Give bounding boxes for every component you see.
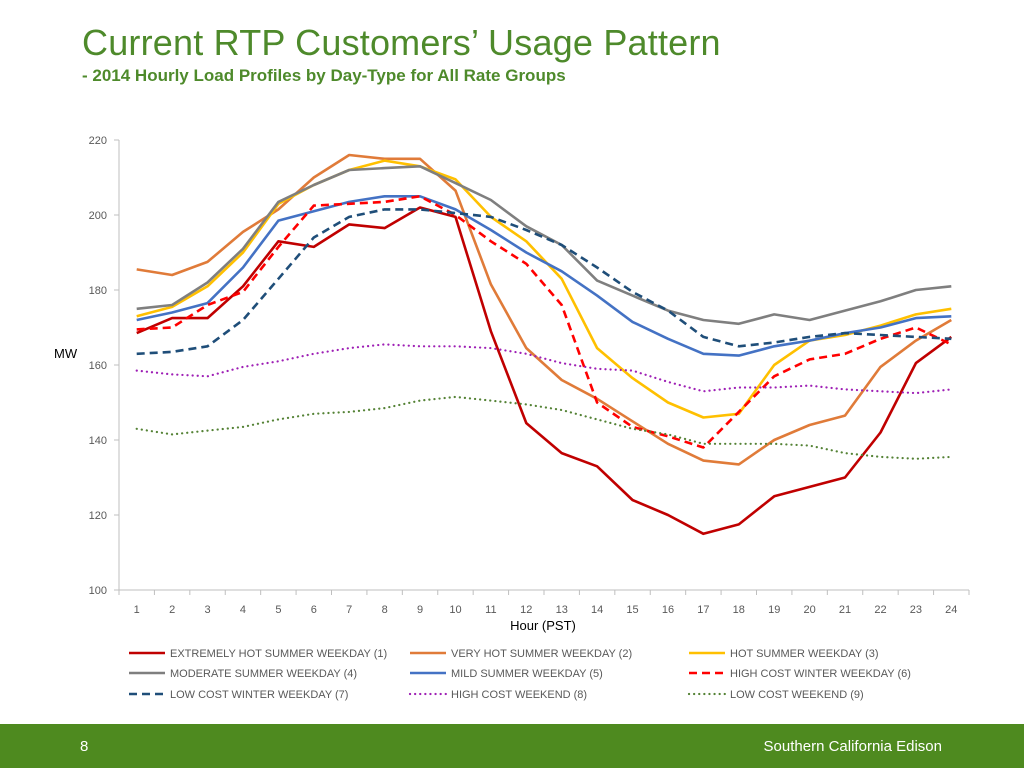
y-axis-title: MW bbox=[54, 346, 78, 361]
x-tick-label: 14 bbox=[591, 604, 603, 616]
x-tick-label: 4 bbox=[240, 604, 246, 616]
series-line-9 bbox=[135, 395, 953, 460]
x-tick-label: 15 bbox=[626, 604, 638, 616]
x-tick-label: 2 bbox=[169, 604, 175, 616]
page-number: 8 bbox=[80, 738, 89, 755]
y-tick-label: 200 bbox=[89, 210, 107, 222]
series-lines bbox=[135, 153, 953, 536]
slide-title: Current RTP Customers’ Usage Pattern bbox=[82, 22, 721, 63]
x-tick-label: 17 bbox=[697, 604, 709, 616]
legend-label: EXTREMELY HOT SUMMER WEEKDAY (1) bbox=[170, 648, 387, 660]
legend-label: MODERATE SUMMER WEEKDAY (4) bbox=[170, 668, 357, 680]
x-tick-label: 13 bbox=[556, 604, 568, 616]
series-line-8 bbox=[135, 343, 953, 395]
x-tick-label: 3 bbox=[204, 604, 210, 616]
footer-organization: Southern California Edison bbox=[763, 738, 942, 755]
legend-label: VERY HOT SUMMER WEEKDAY (2) bbox=[451, 648, 632, 660]
series-line-3 bbox=[136, 159, 952, 419]
legend-label: LOW COST WEEKEND (9) bbox=[730, 689, 864, 701]
series-line-5 bbox=[136, 195, 952, 357]
series-line-7 bbox=[136, 208, 952, 356]
series-line-2 bbox=[136, 153, 952, 466]
x-tick-label: 16 bbox=[662, 604, 674, 616]
x-tick-label: 5 bbox=[275, 604, 281, 616]
x-tick-label: 19 bbox=[768, 604, 780, 616]
x-tick-label: 8 bbox=[382, 604, 388, 616]
y-tick-label: 160 bbox=[89, 360, 107, 372]
x-tick-label: 18 bbox=[733, 604, 745, 616]
x-tick-label: 10 bbox=[449, 604, 461, 616]
slide-subtitle: - 2014 Hourly Load Profiles by Day-Type … bbox=[82, 66, 566, 85]
x-tick-label: 22 bbox=[874, 604, 886, 616]
legend: EXTREMELY HOT SUMMER WEEKDAY (1) VERY HOT… bbox=[129, 648, 911, 701]
x-tick-label: 7 bbox=[346, 604, 352, 616]
footer-bar: 8 Southern California Edison bbox=[0, 724, 1024, 768]
x-tick-label: 23 bbox=[910, 604, 922, 616]
series-line-6 bbox=[136, 195, 952, 449]
x-axis-title: Hour (PST) bbox=[510, 618, 576, 633]
x-tick-label: 9 bbox=[417, 604, 423, 616]
series-line-1 bbox=[136, 206, 953, 536]
x-tick-label: 1 bbox=[134, 604, 140, 616]
legend-label: MILD SUMMER WEEKDAY (5) bbox=[451, 668, 603, 680]
x-tick-label: 24 bbox=[945, 604, 957, 616]
legend-label: HOT SUMMER WEEKDAY (3) bbox=[730, 648, 879, 660]
y-tick-label: 100 bbox=[89, 585, 107, 597]
y-tick-label: 140 bbox=[89, 435, 107, 447]
x-tick-label: 21 bbox=[839, 604, 851, 616]
x-tick-label: 6 bbox=[311, 604, 317, 616]
x-tick-label: 11 bbox=[485, 604, 496, 616]
x-tick-label: 20 bbox=[804, 604, 816, 616]
x-tick-label: 12 bbox=[520, 604, 532, 616]
y-tick-label: 220 bbox=[89, 135, 107, 147]
series-line-4 bbox=[136, 165, 952, 326]
legend-label: HIGH COST WINTER WEEKDAY (6) bbox=[730, 668, 911, 680]
y-tick-label: 180 bbox=[89, 285, 107, 297]
legend-label: LOW COST WINTER WEEKDAY (7) bbox=[170, 689, 348, 701]
y-tick-label: 120 bbox=[89, 510, 107, 522]
legend-label: HIGH COST WEEKEND (8) bbox=[451, 689, 587, 701]
